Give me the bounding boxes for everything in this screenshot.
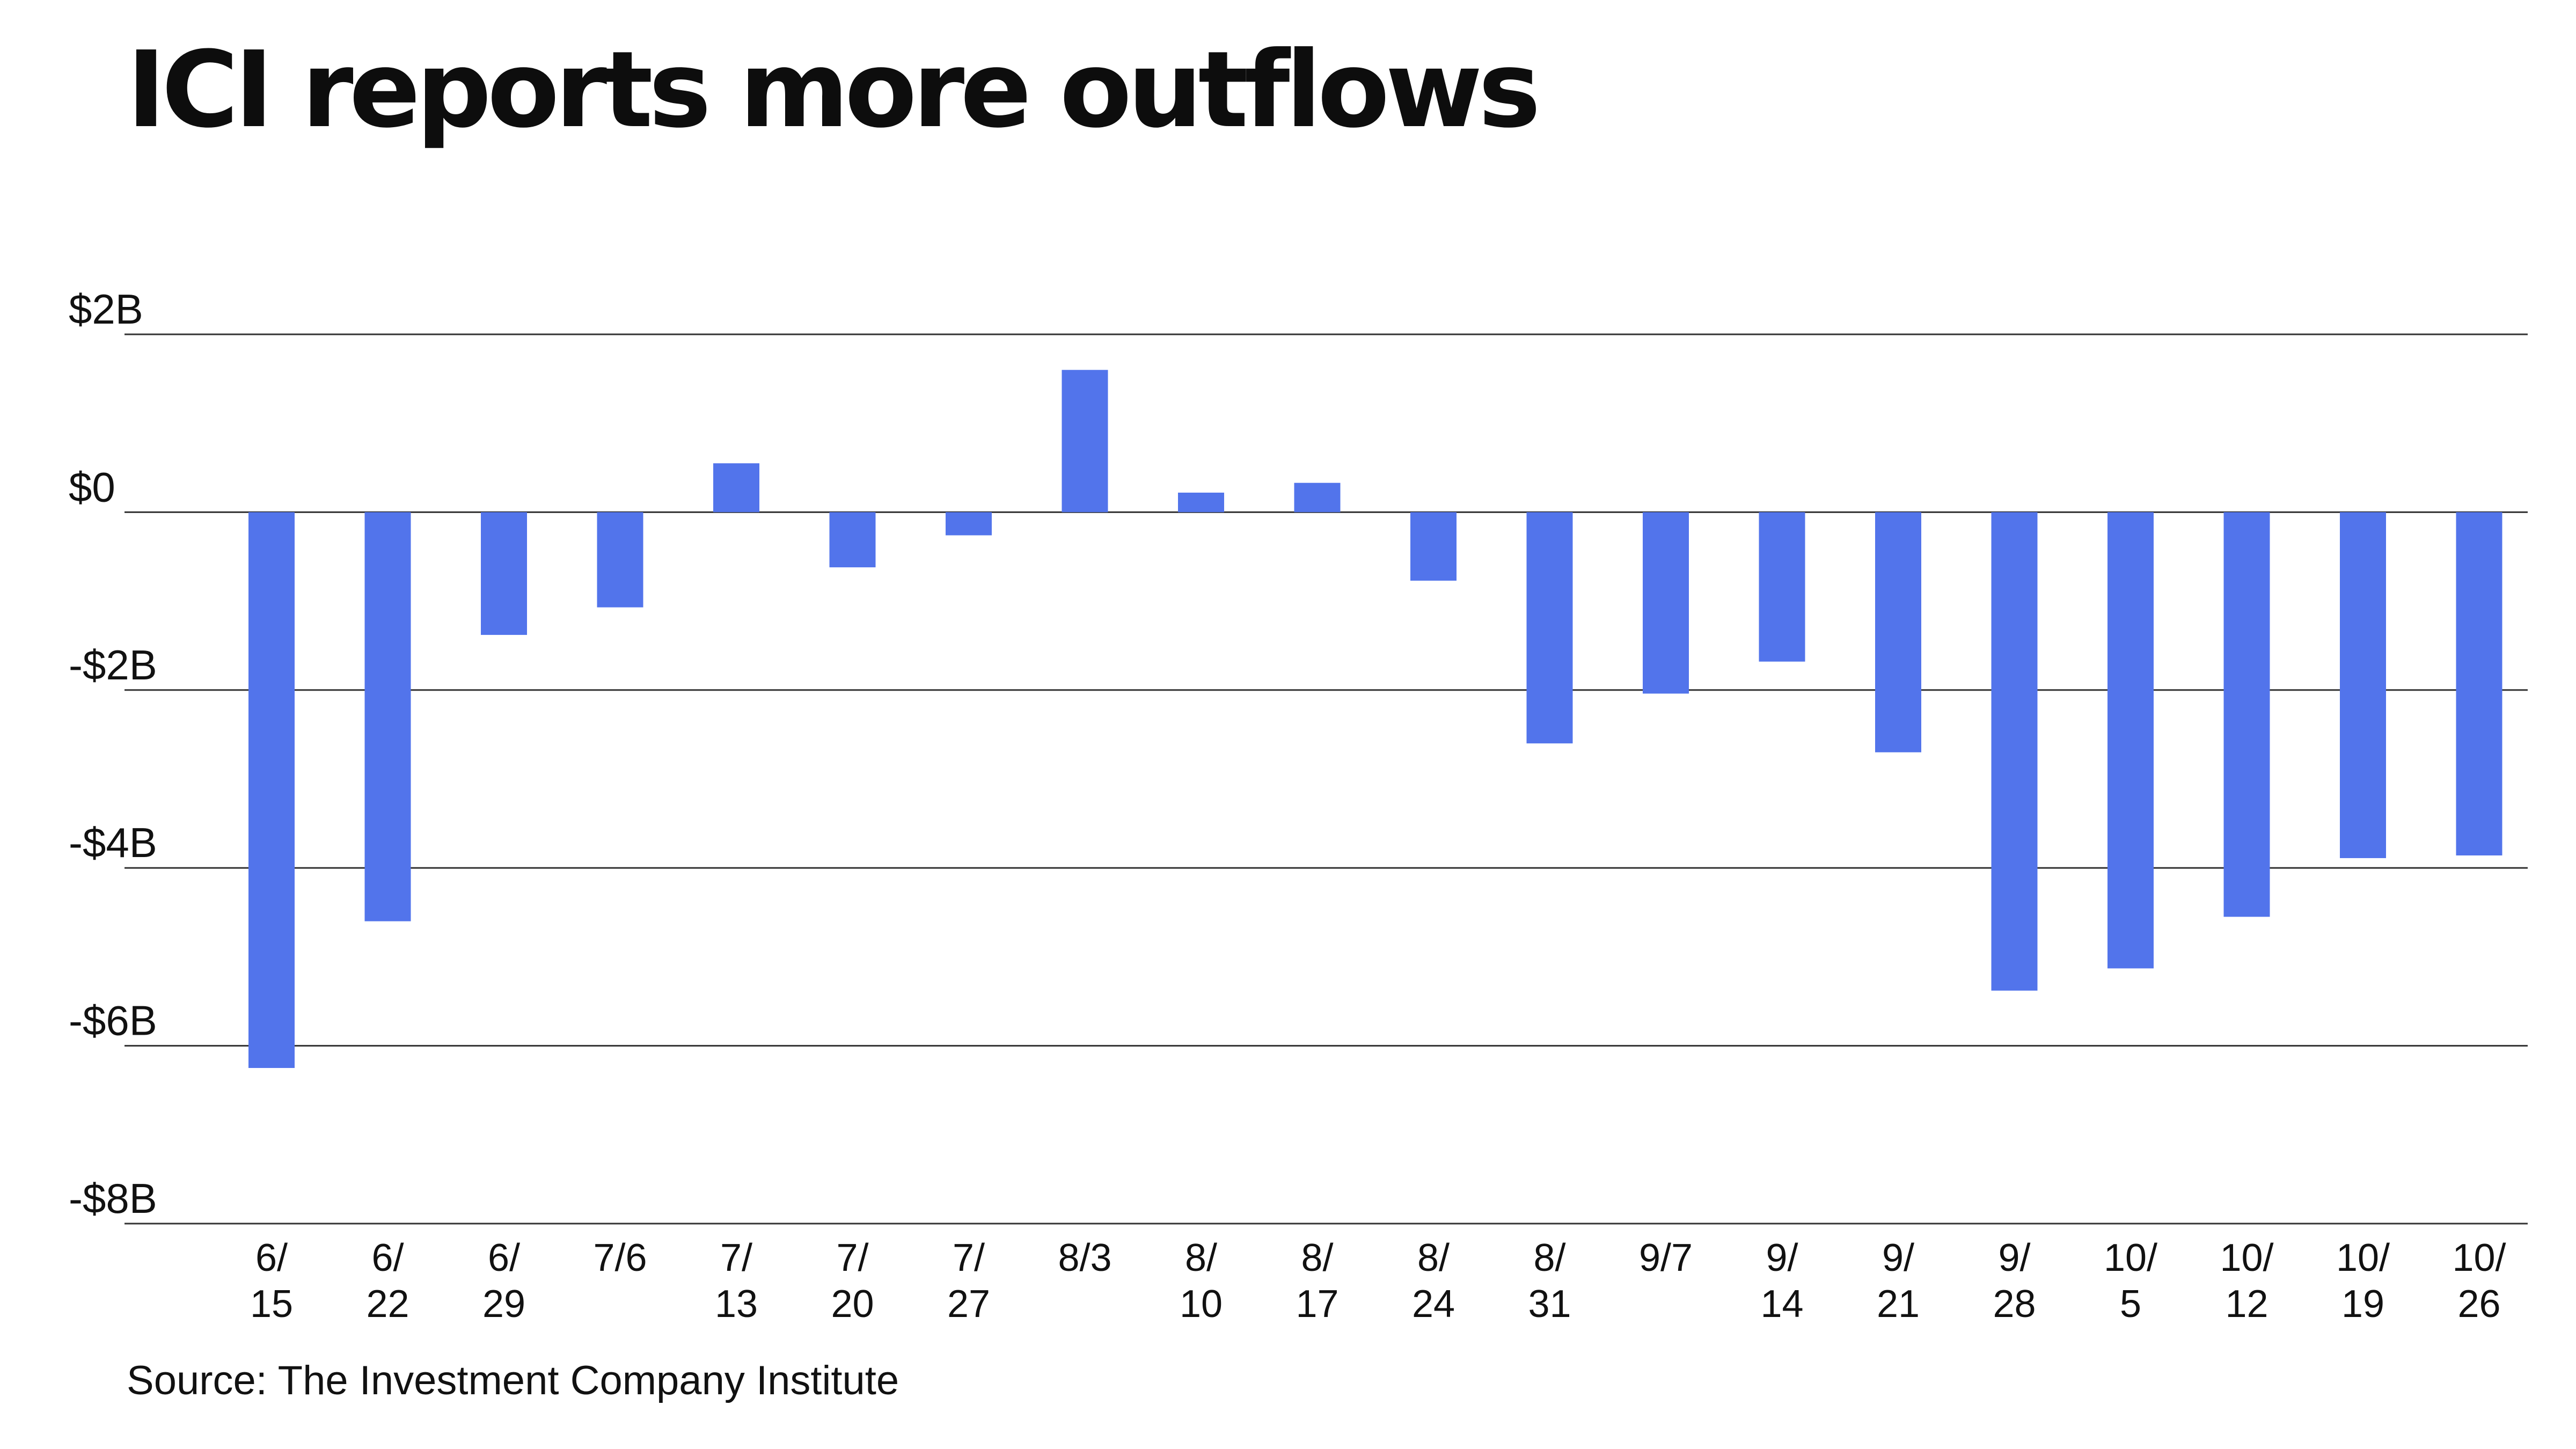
x-tick-label: 7/6 [593,1236,647,1279]
x-tick-label-line: 27 [947,1283,990,1326]
x-tick-label-line: 8/3 [1058,1236,1111,1279]
x-tick-label-line: 10/ [2452,1236,2506,1279]
bar [2340,512,2386,858]
x-tick-label: 9/28 [1993,1236,2036,1326]
gridlines [125,333,2528,1225]
x-tick-label-line: 6/ [488,1236,520,1279]
bar [248,512,295,1069]
bar [597,512,643,608]
x-tick-label-line: 6/ [371,1236,404,1279]
x-tick-label-line: 10/ [2220,1236,2273,1279]
bar [1991,512,2038,991]
x-tick-label-line: 12 [2225,1283,2268,1326]
bar [2223,512,2270,917]
bar [1178,492,1224,513]
x-tick-label: 8/31 [1528,1236,1571,1326]
x-tick-label-line: 7/ [720,1236,752,1279]
x-tick-label-line: 8/ [1185,1236,1217,1279]
chart-title: ICI reports more outflows [127,29,1541,151]
y-tick-label: -$6B [69,997,157,1044]
bar [364,512,411,921]
bar [829,512,876,568]
bar [1875,512,1921,752]
x-tick-label: 8/24 [1412,1236,1455,1326]
bar [1062,370,1108,513]
bar [713,463,759,513]
x-tick-label: 9/21 [1877,1236,1920,1326]
x-tick-label-line: 8/ [1417,1236,1450,1279]
y-tick-label: -$4B [69,819,157,866]
x-tick-label-line: 14 [1760,1283,1803,1326]
x-tick-label: 7/27 [947,1236,990,1326]
x-tick-label-line: 24 [1412,1283,1455,1326]
x-tick-label-line: 5 [2120,1283,2141,1326]
x-tick-label-line: 7/ [836,1236,868,1279]
x-tick-label: 10/19 [2336,1236,2390,1326]
y-tick-label: -$2B [69,641,157,689]
x-tick-label-line: 29 [482,1283,525,1326]
x-tick-label-line: 31 [1528,1283,1571,1326]
x-tick-label-line: 21 [1877,1283,1920,1326]
x-tick-label-line: 10 [1180,1283,1223,1326]
bar [2456,512,2502,856]
source-note: Source: The Investment Company Institute [127,1358,899,1403]
x-tick-label-line: 10/ [2104,1236,2157,1279]
x-tick-label-line: 6/ [255,1236,288,1279]
x-axis-labels: 6/156/226/297/6 7/137/207/278/3 8/108/178/… [250,1236,2506,1326]
x-tick-label: 6/29 [482,1236,525,1326]
bar [481,512,527,635]
x-tick-label: 10/5 [2104,1236,2157,1326]
y-tick-label: $2B [69,286,143,333]
y-tick-label: $0 [69,463,115,510]
x-tick-label-line: 13 [715,1283,758,1326]
x-tick-label: 8/10 [1180,1236,1223,1326]
x-tick-label-line: 8/ [1301,1236,1333,1279]
x-tick-label: 10/12 [2220,1236,2273,1326]
y-tick-label: -$8B [69,1175,157,1222]
x-tick-label: 10/26 [2452,1236,2506,1326]
x-tick-label-line: 28 [1993,1283,2036,1326]
x-tick-label: 6/15 [250,1236,293,1326]
bar [1410,512,1457,581]
x-tick-label-line: 26 [2457,1283,2500,1326]
x-tick-label: 7/20 [831,1236,874,1326]
x-tick-label-line: 9/ [1882,1236,1914,1279]
x-tick-label-line: 9/ [1998,1236,2030,1279]
x-tick-label: 9/14 [1760,1236,1803,1326]
x-tick-label-line: 15 [250,1283,293,1326]
x-tick-label-line: 9/7 [1639,1236,1693,1279]
x-tick-label-line: 9/ [1766,1236,1798,1279]
x-tick-label-line: 7/ [953,1236,985,1279]
x-tick-label: 8/17 [1296,1236,1338,1326]
bar [1526,512,1573,744]
x-tick-label-line: 20 [831,1283,874,1326]
bar [1759,512,1805,662]
x-tick-label: 6/22 [366,1236,409,1326]
x-tick-label-line: 17 [1296,1283,1338,1326]
bar [2107,512,2154,969]
bar [1643,512,1689,694]
x-tick-label-line: 19 [2341,1283,2384,1326]
bar [946,512,992,536]
x-tick-label-line: 22 [366,1283,409,1326]
x-tick-label-line: 10/ [2336,1236,2390,1279]
x-tick-label: 9/7 [1639,1236,1693,1279]
x-tick-label: 8/3 [1058,1236,1111,1279]
x-tick-label: 7/13 [715,1236,758,1326]
bar [1294,482,1341,513]
x-tick-label-line: 7/6 [593,1236,647,1279]
x-tick-label-line: 8/ [1533,1236,1565,1279]
bars [248,370,2502,1069]
y-axis-labels: $2B $0 -$2B -$4B -$6B -$8B [69,286,157,1222]
